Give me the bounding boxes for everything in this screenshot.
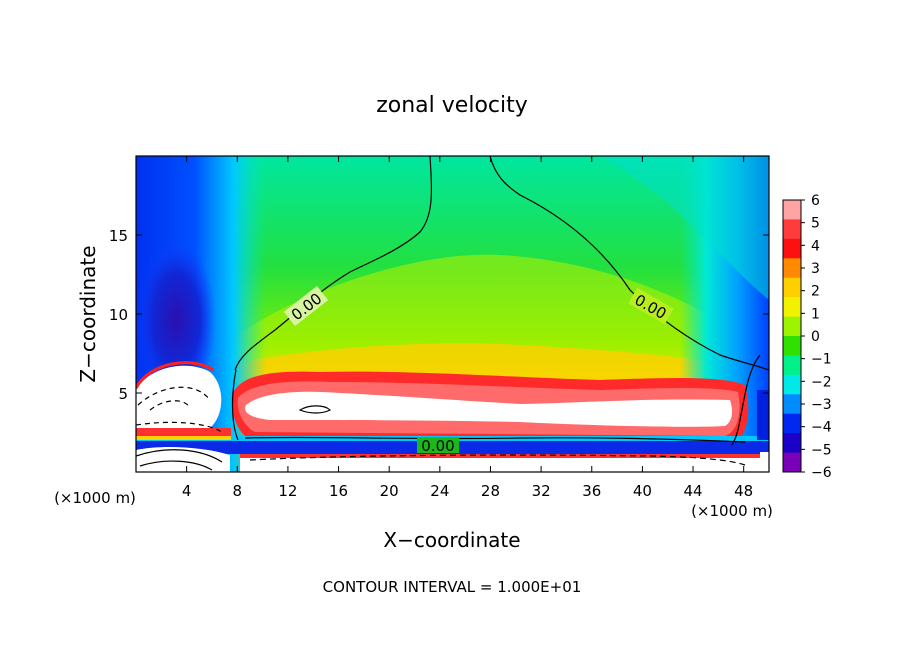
colorbar-swatch [783,433,801,454]
colorbar-tick-label: −2 [811,374,832,390]
colorbar-tick-label: 2 [811,284,820,300]
colorbar-tick-label: −3 [811,397,832,413]
colorbar-tick-label: 6 [811,193,820,209]
x-tick-label: 12 [278,482,297,500]
colorbar-tick-labels: 6 5 4 3 2 1 0 −1 −2 −3 −4 −5 −6 [801,193,832,481]
heatmap-field [136,156,769,472]
x-tick-label: 28 [481,482,500,500]
x-unit-left: (×1000 m) [54,489,136,507]
contour-interval-note: CONTOUR INTERVAL = 1.000E+01 [323,578,582,596]
x-tick-label: 48 [734,482,753,500]
colorbar-swatch [783,316,801,337]
contour-lines [136,156,769,471]
colorbar-tick-label: 3 [811,261,820,277]
colorbar-swatch [783,413,801,434]
x-tick-label: 24 [430,482,449,500]
y-tick-label: 15 [109,227,128,245]
x-tick-label: 44 [683,482,702,500]
y-axis-title: Z−coordinate [76,245,100,382]
x-tick-label: 16 [329,482,348,500]
colorbar-swatch [783,297,801,318]
colorbar-swatch [783,374,801,395]
x-tick-label: 4 [182,482,192,500]
colorbar-swatch [783,238,801,259]
x-tick-label: 20 [380,482,399,500]
contour-label-bottom: 0.00 [421,437,454,455]
colorbar-tick-label: −6 [811,465,832,481]
x-tick-label: 32 [532,482,551,500]
colorbar-tick-label: 5 [811,216,820,232]
colorbar-tick-label: 0 [811,329,820,345]
x-axis-title: X−coordinate [383,528,520,552]
colorbar-tick-label: 1 [811,306,820,322]
x-tick-label: 40 [633,482,652,500]
y-tick-label: 10 [109,306,128,324]
colorbar-swatch [783,355,801,376]
colorbar-swatch [783,219,801,240]
x-axis-ticks: 4 8 12 16 20 24 28 32 36 40 44 48 [182,156,753,500]
colorbar-tick-label: −5 [811,442,832,458]
colorbar-swatch [783,277,801,298]
colorbar-swatch [783,394,801,415]
x-tick-label: 8 [233,482,243,500]
colorbar-swatch [783,336,801,356]
chart-title: zonal velocity [376,93,528,118]
colorbar-tick-label: 4 [811,238,820,254]
colorbar-swatch [783,452,801,473]
colorbar-swatch [783,200,801,220]
y-axis-ticks: 5 10 15 [109,227,769,403]
colorbar-tick-label: −1 [811,352,832,368]
x-unit-right: (×1000 m) [691,502,773,520]
colorbar-swatch [783,258,801,279]
x-tick-label: 36 [582,482,601,500]
colorbar-tick-label: −4 [811,420,832,436]
y-tick-label: 5 [118,385,128,403]
colorbar [782,199,802,473]
